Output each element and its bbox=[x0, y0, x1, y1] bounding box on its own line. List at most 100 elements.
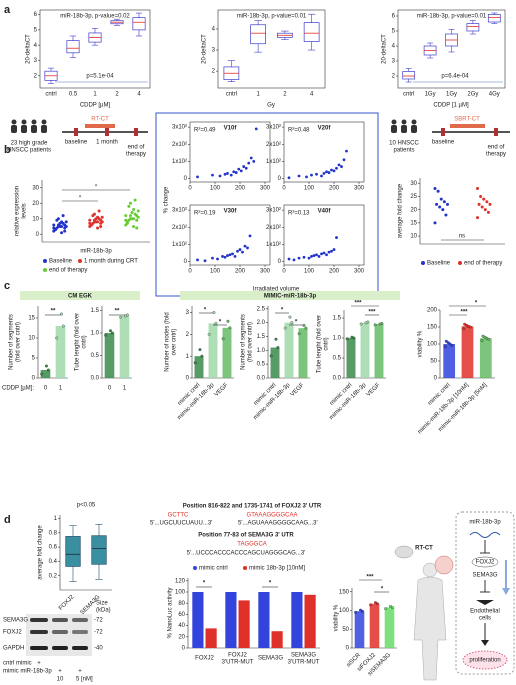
bar bbox=[104, 333, 115, 378]
y-tick-label: 0 bbox=[434, 376, 438, 382]
point bbox=[337, 163, 341, 167]
point bbox=[483, 208, 487, 212]
point bbox=[488, 202, 492, 206]
replicate-point bbox=[214, 322, 218, 325]
x-tick-label: 1Gy bbox=[446, 92, 457, 98]
y-tick-label: 1x10² bbox=[172, 159, 187, 165]
x-tick-label: 300 bbox=[260, 269, 271, 275]
replicate-point bbox=[446, 341, 450, 345]
point bbox=[330, 168, 333, 172]
x-axis-label: miR-18b-3p bbox=[80, 249, 112, 255]
y-tick-label: 2x10² bbox=[172, 225, 187, 231]
sample-tube bbox=[74, 128, 78, 136]
legend-label: end of therapy bbox=[49, 268, 87, 274]
header-band bbox=[180, 291, 400, 300]
legend-label: Baseline bbox=[49, 259, 73, 265]
plot-frame bbox=[397, 9, 506, 89]
side-arrow-head bbox=[502, 588, 510, 595]
replicate-point bbox=[55, 336, 59, 340]
x-tick-label: SEMA3G bbox=[258, 656, 283, 662]
point bbox=[330, 249, 333, 253]
point bbox=[226, 172, 229, 175]
bar bbox=[40, 370, 51, 378]
x-tick-label: 200 bbox=[235, 269, 246, 275]
model-diagram: RT-CT miR-18b-3p FOXJ2 SEMA3G Endothelia… bbox=[394, 511, 515, 681]
point bbox=[211, 173, 214, 177]
bar bbox=[284, 322, 294, 378]
y-tick-label: 0.4 bbox=[49, 559, 58, 565]
panel-label: d bbox=[4, 514, 11, 526]
point bbox=[435, 202, 439, 206]
y-tick-label: 5 bbox=[32, 356, 36, 362]
point bbox=[480, 205, 484, 209]
point bbox=[292, 258, 296, 262]
y-tick-label: 60 bbox=[178, 612, 185, 618]
sample-tube bbox=[494, 128, 498, 136]
y-tick-label: 2x10² bbox=[266, 142, 281, 148]
point bbox=[476, 216, 480, 220]
pathway-step: miR-18b-3p bbox=[469, 520, 501, 526]
box bbox=[91, 535, 107, 565]
y-tick-label: 0 bbox=[278, 176, 282, 182]
y-tick-label: 1x10² bbox=[172, 242, 187, 248]
y-axis-label: Number of nodes (foldover cntrl) bbox=[164, 312, 177, 371]
y-tick-label: 2 bbox=[392, 74, 396, 80]
panel-label: c bbox=[4, 280, 10, 292]
y-tick-label: 10 bbox=[410, 234, 417, 240]
y-tick-label: 0 bbox=[32, 376, 36, 382]
pathway-step: FOXJ2 bbox=[476, 560, 495, 566]
point bbox=[297, 174, 301, 178]
point bbox=[485, 200, 489, 204]
y-tick-label: 0 bbox=[36, 232, 40, 238]
y-axis-label: viability % bbox=[334, 604, 340, 631]
x-tick-label: cntrl bbox=[226, 92, 237, 98]
protein-label: FOXJ2 bbox=[3, 630, 22, 636]
y-tick-label: 3 bbox=[392, 59, 396, 65]
point bbox=[56, 217, 60, 221]
x-tick-label: 200 bbox=[329, 186, 340, 192]
annotation: * bbox=[295, 320, 298, 326]
x-axis-label: Gy bbox=[267, 103, 275, 109]
replicate-point bbox=[359, 608, 362, 612]
point bbox=[438, 205, 442, 209]
point bbox=[216, 257, 219, 261]
x-tick-label: 1 bbox=[93, 92, 97, 98]
size-marker: -40 bbox=[94, 646, 103, 652]
mirna-icon bbox=[469, 532, 501, 538]
x-tick-label: 0 bbox=[44, 386, 48, 392]
replicate-point bbox=[110, 331, 114, 335]
y-tick-label: 3 bbox=[34, 58, 38, 64]
x-tick-label: 4 bbox=[310, 92, 314, 98]
box bbox=[402, 71, 416, 80]
condition-label: mimic miR-18b-3p bbox=[3, 669, 52, 675]
replicate-point bbox=[481, 334, 485, 338]
replicate-point bbox=[373, 323, 377, 327]
point bbox=[60, 231, 64, 235]
x-tick-label: 300 bbox=[260, 186, 271, 192]
point bbox=[128, 214, 132, 218]
sample-tube bbox=[105, 128, 109, 136]
bar bbox=[271, 631, 283, 648]
point bbox=[332, 248, 336, 251]
bar bbox=[55, 326, 66, 378]
header-band bbox=[20, 291, 140, 300]
point bbox=[433, 221, 437, 225]
plot-frame bbox=[39, 9, 151, 89]
bar bbox=[360, 322, 370, 378]
replicate-point bbox=[193, 361, 197, 365]
y-tick-label: 3x10² bbox=[266, 208, 281, 214]
legend-marker bbox=[78, 259, 82, 263]
legend-label: mimic cntrl bbox=[199, 566, 228, 572]
replicate-point bbox=[269, 354, 273, 358]
annotation: *** bbox=[354, 301, 362, 307]
point bbox=[233, 255, 237, 258]
y-axis-label: Tube lenght (fold overcntrl) bbox=[316, 315, 329, 373]
point bbox=[307, 256, 311, 260]
panel-label: b bbox=[4, 144, 11, 156]
y-tick-label: 1x10² bbox=[266, 159, 281, 165]
point bbox=[52, 223, 56, 227]
y-tick-label: 3x10² bbox=[172, 125, 187, 131]
replicate-point bbox=[61, 324, 65, 328]
x-axis-label: CDDP [µM]: bbox=[2, 386, 34, 392]
x-tick-label: 200 bbox=[329, 269, 340, 275]
